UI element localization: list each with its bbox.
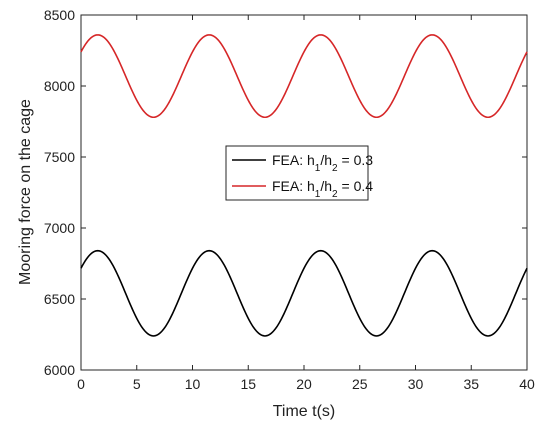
x-tick-label: 15 bbox=[240, 376, 256, 392]
legend-subscript: 2 bbox=[332, 163, 338, 174]
y-tick-label: 8500 bbox=[44, 7, 75, 23]
y-tick-label: 6500 bbox=[44, 291, 75, 307]
x-tick-label: 0 bbox=[77, 376, 85, 392]
y-tick-label: 7000 bbox=[44, 220, 75, 236]
legend-text-part: /h bbox=[320, 152, 332, 168]
legend-label-1: FEA: h1/h2 = 0.3 bbox=[272, 152, 373, 174]
legend-subscript: 1 bbox=[315, 163, 321, 174]
legend-label-2: FEA: h1/h2 = 0.4 bbox=[272, 178, 373, 200]
legend-text-part: = 0.3 bbox=[338, 152, 374, 168]
legend-text-part: = 0.4 bbox=[338, 178, 374, 194]
series-layer bbox=[80, 34, 528, 337]
series-line-1 bbox=[80, 249, 528, 337]
legend-text-part: FEA: h bbox=[272, 152, 315, 168]
x-tick-label: 10 bbox=[185, 376, 201, 392]
x-tick-label: 40 bbox=[519, 376, 535, 392]
x-tick-label: 20 bbox=[296, 376, 312, 392]
plot-area: 0 5 10 15 20 25 30 35 40 6000 6500 7000 7500 8000 8500 bbox=[44, 7, 535, 392]
y-tick-label: 7500 bbox=[44, 149, 75, 165]
x-tick-label: 5 bbox=[133, 376, 141, 392]
legend-subscript: 2 bbox=[332, 189, 338, 200]
legend-text-part: /h bbox=[320, 178, 332, 194]
x-axis-label: Time t(s) bbox=[273, 403, 336, 420]
tick-layer: 0 5 10 15 20 25 30 35 40 6000 6500 7000 7500 8000 8500 bbox=[44, 7, 535, 392]
y-tick-label: 6000 bbox=[44, 362, 75, 378]
y-axis-label: Mooring force on the cage bbox=[17, 99, 34, 285]
legend-box bbox=[225, 145, 369, 201]
legend-text-part: FEA: h bbox=[272, 178, 315, 194]
x-tick-label: 25 bbox=[352, 376, 368, 392]
y-tick-label: 8000 bbox=[44, 78, 75, 94]
x-tick-label: 35 bbox=[463, 376, 479, 392]
x-tick-label: 30 bbox=[408, 376, 424, 392]
legend-subscript: 1 bbox=[315, 189, 321, 200]
series-line-2 bbox=[80, 34, 528, 119]
